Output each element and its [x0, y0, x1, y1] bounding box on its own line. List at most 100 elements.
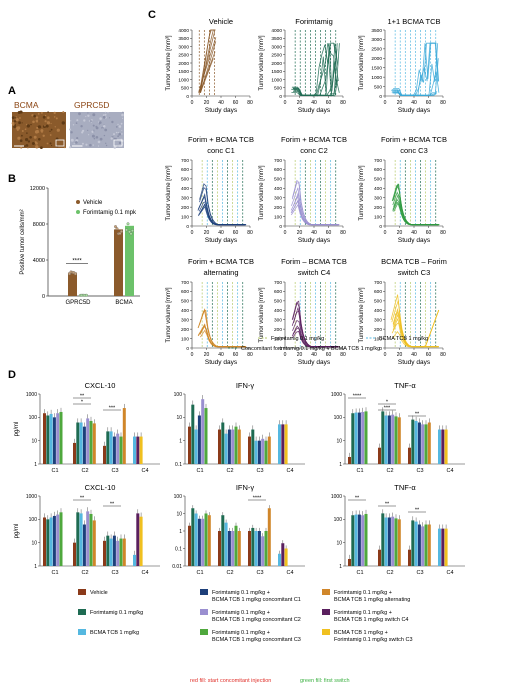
ihc-texture-dot — [87, 114, 90, 118]
cytokine-bar — [79, 513, 83, 566]
ihc-texture-dot — [121, 113, 124, 117]
x-tick-label: 20 — [204, 100, 210, 106]
tumor-curve — [292, 179, 339, 226]
x-tick-label: 40 — [411, 352, 417, 358]
ihc-texture-dot — [118, 133, 121, 136]
cytokine-bar — [194, 513, 198, 566]
y-tick-label: 2500 — [271, 53, 282, 59]
x-axis-label: Study days — [398, 237, 431, 244]
y-tick-label: 600 — [181, 167, 189, 173]
y-tick-label: 200 — [181, 327, 189, 333]
ihc-texture-dot — [11, 116, 15, 119]
ihc-texture-dot — [27, 140, 31, 143]
ihc-texture-dot — [113, 146, 117, 149]
cytokine-bar — [52, 417, 56, 464]
cytokine-bar — [284, 548, 288, 566]
cytokine-bar — [76, 422, 80, 464]
ihc-texture-dot — [35, 145, 39, 149]
sig-annotation: **** — [72, 259, 82, 265]
y-tick-label: 100 — [374, 214, 382, 220]
cytokine-bar — [391, 414, 395, 464]
legend-label: BCMA TCB 1 mg/kg — [90, 630, 139, 636]
ihc-texture-dot — [95, 125, 98, 128]
y-tick-label: 1500 — [271, 69, 282, 75]
y-tick-label: 4000 — [33, 258, 45, 264]
subplot-title: CXCL-10 — [85, 381, 116, 390]
cytokine-bar — [381, 411, 385, 464]
cytokine-bar — [417, 422, 421, 464]
y-tick-label: 0 — [379, 224, 382, 230]
ihc-texture-dot — [91, 134, 95, 138]
ihc-texture-dot — [90, 120, 92, 122]
x-tick-label: 40 — [311, 100, 317, 106]
subplot-title: switch C3 — [398, 268, 431, 277]
x-tick-label: 0 — [384, 100, 387, 106]
x-tick-label: 40 — [311, 230, 317, 236]
cytokine-bar — [201, 518, 205, 566]
cytokine-bar — [427, 524, 431, 566]
x-axis-label: Study days — [398, 359, 431, 366]
cytokine-bar — [82, 426, 86, 464]
x-tick-label: 60 — [233, 100, 239, 106]
ihc-texture-dot — [40, 111, 43, 114]
cytokine-bar — [354, 412, 358, 464]
subplot-title: Forim + BCMA TCB — [281, 135, 347, 144]
sig-annotation: * — [81, 400, 84, 406]
y-tick-label: 700 — [181, 158, 189, 164]
cytokine-bar — [79, 422, 83, 464]
ihc-texture-dot — [49, 142, 52, 145]
ihc-texture-dot — [73, 143, 75, 145]
gprc5d-label: GPRC5D — [74, 100, 109, 110]
cytokine-bar — [86, 418, 90, 464]
ihc-texture-dot — [37, 113, 40, 115]
ihc-texture-dot — [35, 119, 39, 123]
cytokine-bar — [46, 415, 50, 464]
x-tick-label: 40 — [311, 352, 317, 358]
y-tick-label: 1 — [34, 564, 37, 570]
dosing-legend-label: BCMA TCB 1 mg/kg — [379, 336, 428, 342]
x-tick-label: C3 — [256, 468, 263, 474]
panel-label-a: A — [8, 85, 16, 97]
cytokine-bar — [109, 431, 113, 464]
tumor-curve — [197, 193, 247, 226]
x-axis-label: Study days — [205, 359, 238, 366]
cytokine-bar — [227, 429, 231, 464]
x-tick-label: 20 — [397, 352, 403, 358]
x-tick-label: C1 — [196, 570, 203, 576]
ihc-texture-dot — [93, 131, 95, 133]
ihc-texture-dot — [25, 144, 29, 147]
ihc-texture-dot — [61, 121, 65, 125]
y-tick-label: 1000 — [178, 77, 189, 83]
tumor-curve — [197, 195, 246, 226]
x-tick-label: 80 — [440, 230, 446, 236]
x-tick-label: 20 — [204, 230, 210, 236]
legend-label: Forimtamig 0.1 mg/kg + — [212, 630, 270, 636]
data-point — [125, 228, 128, 232]
y-tick-label: 100 — [374, 336, 382, 342]
ihc-texture-dot — [53, 116, 56, 118]
cytokine-bar — [122, 538, 126, 566]
ihc-texture-dot — [17, 136, 21, 140]
subplot-title: IFN-γ — [236, 381, 255, 390]
ihc-texture-dot — [121, 133, 123, 135]
panel-b: 0 4000 8000 12000 Positive tumor cells/mm² GP… — [20, 186, 140, 306]
sig-annotation: * — [386, 400, 389, 406]
y-tick-label: 10 — [31, 438, 37, 444]
ihc-texture-dot — [89, 143, 92, 147]
ihc-texture-dot — [75, 141, 78, 144]
x-tick-label: C2 — [386, 468, 393, 474]
tumor-curve — [199, 324, 246, 348]
y-tick-label: 3000 — [371, 37, 382, 43]
cytokine-bar — [76, 512, 80, 566]
ihc-texture-dot — [97, 140, 101, 144]
legend-label: Forimtamig 0.1 mg/kg switch C3 — [334, 637, 413, 643]
ihc-texture-dot — [109, 117, 111, 119]
x-tick-label: C1 — [51, 570, 58, 576]
cytokine-bar — [73, 442, 76, 464]
cytokine-bar — [197, 415, 201, 464]
x-tick-label: 80 — [247, 100, 253, 106]
tumor-curve — [291, 310, 338, 348]
data-point — [118, 232, 122, 235]
y-tick-label: 10 — [176, 415, 182, 421]
x-tick-label: 80 — [340, 230, 346, 236]
